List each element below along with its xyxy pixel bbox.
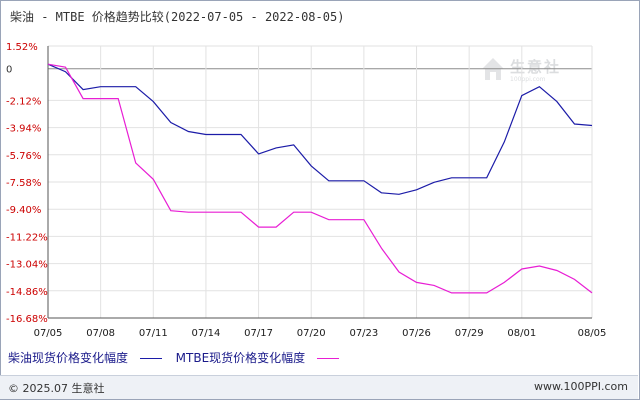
footer-copyright: © 2025.07 生意社	[8, 382, 105, 395]
x-tick-label: 07/08	[86, 328, 115, 339]
y-tick-label: -13.04%	[6, 260, 48, 271]
x-tick-label: 07/26	[402, 328, 431, 339]
legend-item-diesel: 柴油现货价格变化幅度	[8, 349, 162, 366]
footer: © 2025.07 生意社 www.100PPI.com	[0, 375, 638, 399]
x-tick-label: 07/14	[192, 328, 221, 339]
series-layer	[47, 63, 593, 294]
axis-layer	[47, 46, 592, 319]
legend: 柴油现货价格变化幅度 MTBE现货价格变化幅度	[8, 349, 349, 365]
y-tick-label: -14.86%	[6, 287, 48, 298]
x-tick-label: 07/23	[349, 328, 378, 339]
y-tick-label: -2.12%	[6, 96, 41, 107]
tick-label-layer: 1.52% 0 -2.12% -3.94% -5.76% -7.58% -9.40% -11.…	[6, 42, 606, 339]
chart-title: 柴油 - MTBE 价格趋势比较(2022-07-05 - 2022-08-05…	[10, 10, 345, 24]
y-tick-label: -11.22%	[6, 232, 48, 243]
legend-swatch-mtbe	[317, 358, 339, 359]
legend-swatch-diesel	[139, 358, 162, 359]
x-tick-label: 07/29	[455, 328, 484, 339]
y-tick-label: -3.94%	[6, 124, 41, 135]
y-tick-label: -5.76%	[6, 151, 41, 162]
legend-label-diesel: 柴油现货价格变化幅度	[8, 351, 129, 365]
y-tick-label: -9.40%	[6, 205, 41, 216]
y-tick-label: 0	[6, 65, 12, 76]
x-tick-label: 08/05	[578, 328, 607, 339]
footer-site-link[interactable]: www.100PPI.com	[534, 380, 628, 393]
legend-label-mtbe: MTBE现货价格变化幅度	[175, 351, 306, 365]
x-tick-label: 07/17	[244, 328, 273, 339]
x-tick-label: 07/11	[139, 328, 168, 339]
x-tick-label: 08/01	[507, 328, 536, 339]
series-line-diesel	[47, 63, 593, 195]
y-tick-label: -7.58%	[6, 178, 41, 189]
series-line-mtbe	[47, 63, 593, 294]
x-tick-label: 07/20	[297, 328, 326, 339]
y-tick-label: -16.68%	[6, 314, 48, 325]
watermark-url: 100ppi.com	[510, 76, 546, 83]
y-tick-label: 1.52%	[6, 42, 38, 53]
legend-item-mtbe: MTBE现货价格变化幅度	[176, 349, 339, 366]
x-tick-label: 07/05	[34, 328, 63, 339]
